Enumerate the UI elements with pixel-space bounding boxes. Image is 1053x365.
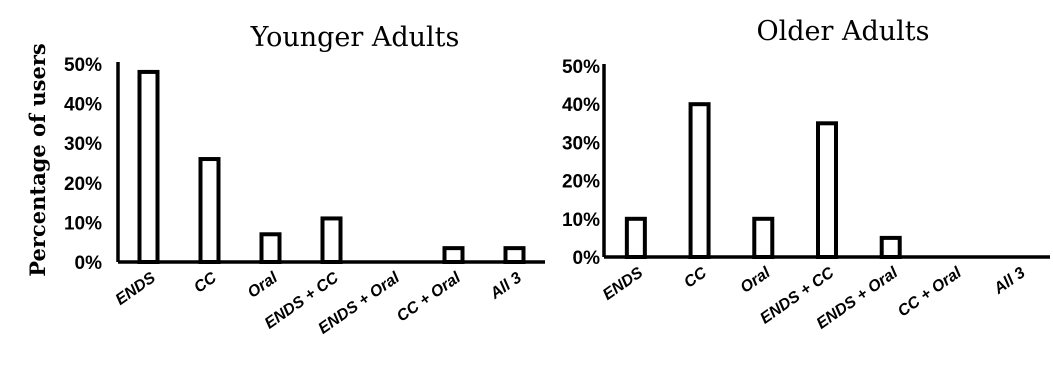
younger-y-tick-label: 0% [75,253,103,274]
younger-bar [503,246,526,264]
older-bar [879,235,902,259]
younger-bar [198,157,221,264]
older-category-label: All 3 [990,264,1028,298]
younger-bar [259,232,282,264]
older-category-label: CC [681,264,710,291]
younger-y-tick-label: 40% [64,95,102,116]
younger-bar [320,216,343,265]
older-bar [752,216,775,260]
younger-adults-chart: Younger Adults 0% 10% 20% 30% 40% 50% ENDS CC Or… [64,22,545,338]
y-axis-label: Percentage of users [25,43,50,276]
older-adults-title: Older Adults [756,16,929,47]
younger-y-tick-label: 50% [64,55,102,76]
older-adults-chart: Older Adults 0% 10% 20% 30% 40% 50% ENDS CC Oral… [562,16,1050,333]
younger-y-tick-label: 20% [64,174,102,195]
younger-category-label: All 3 [487,269,525,303]
younger-y-tick-label: 10% [64,213,102,234]
older-category-label: CC + Oral [895,264,965,320]
older-y-tick-label: 10% [562,210,600,231]
older-category-label: Oral [738,264,774,297]
older-bar [624,216,647,260]
younger-y-tick-label: 30% [64,134,102,155]
younger-category-label: Oral [245,269,281,302]
older-bar [688,102,711,259]
younger-adults-title: Younger Adults [250,22,460,53]
younger-category-label: ENDS [113,269,159,309]
older-y-tick-label: 30% [562,133,600,154]
younger-category-label: CC [191,269,220,296]
younger-bar [442,246,465,264]
younger-bar [137,69,160,264]
older-y-tick-label: 40% [562,95,600,116]
younger-category-label: CC + Oral [394,269,464,325]
older-y-tick-label: 50% [562,57,600,78]
older-category-label: ENDS [600,264,646,304]
older-y-tick-label: 20% [562,172,600,193]
older-bar [816,121,838,259]
older-y-tick-label: 0% [573,248,601,269]
